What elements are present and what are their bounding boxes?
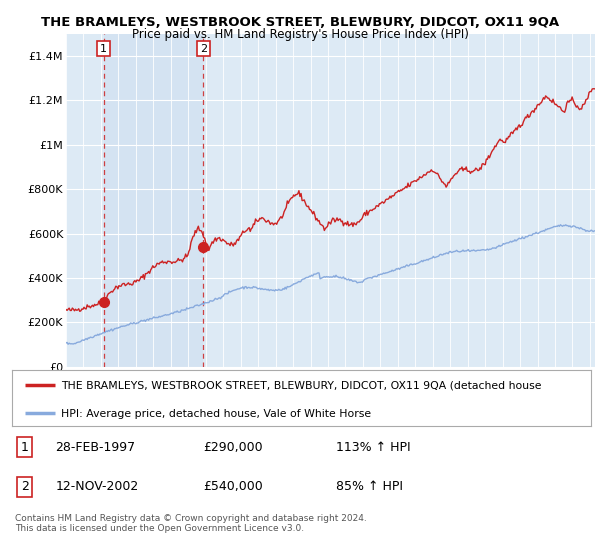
Text: 28-FEB-1997: 28-FEB-1997 — [55, 441, 136, 454]
Text: THE BRAMLEYS, WESTBROOK STREET, BLEWBURY, DIDCOT, OX11 9QA (detached house: THE BRAMLEYS, WESTBROOK STREET, BLEWBURY… — [61, 380, 542, 390]
Text: 1: 1 — [100, 44, 107, 54]
Text: Contains HM Land Registry data © Crown copyright and database right 2024.
This d: Contains HM Land Registry data © Crown c… — [15, 514, 367, 534]
Text: 12-NOV-2002: 12-NOV-2002 — [55, 480, 139, 493]
Text: 85% ↑ HPI: 85% ↑ HPI — [336, 480, 403, 493]
Text: Price paid vs. HM Land Registry's House Price Index (HPI): Price paid vs. HM Land Registry's House … — [131, 28, 469, 41]
Text: HPI: Average price, detached house, Vale of White Horse: HPI: Average price, detached house, Vale… — [61, 409, 371, 419]
Text: 113% ↑ HPI: 113% ↑ HPI — [336, 441, 411, 454]
Text: £540,000: £540,000 — [203, 480, 263, 493]
Text: 2: 2 — [200, 44, 207, 54]
Text: THE BRAMLEYS, WESTBROOK STREET, BLEWBURY, DIDCOT, OX11 9QA: THE BRAMLEYS, WESTBROOK STREET, BLEWBURY… — [41, 16, 559, 29]
Text: 1: 1 — [21, 441, 29, 454]
Text: 2: 2 — [21, 480, 29, 493]
Text: £290,000: £290,000 — [203, 441, 263, 454]
Bar — [104, 34, 203, 367]
